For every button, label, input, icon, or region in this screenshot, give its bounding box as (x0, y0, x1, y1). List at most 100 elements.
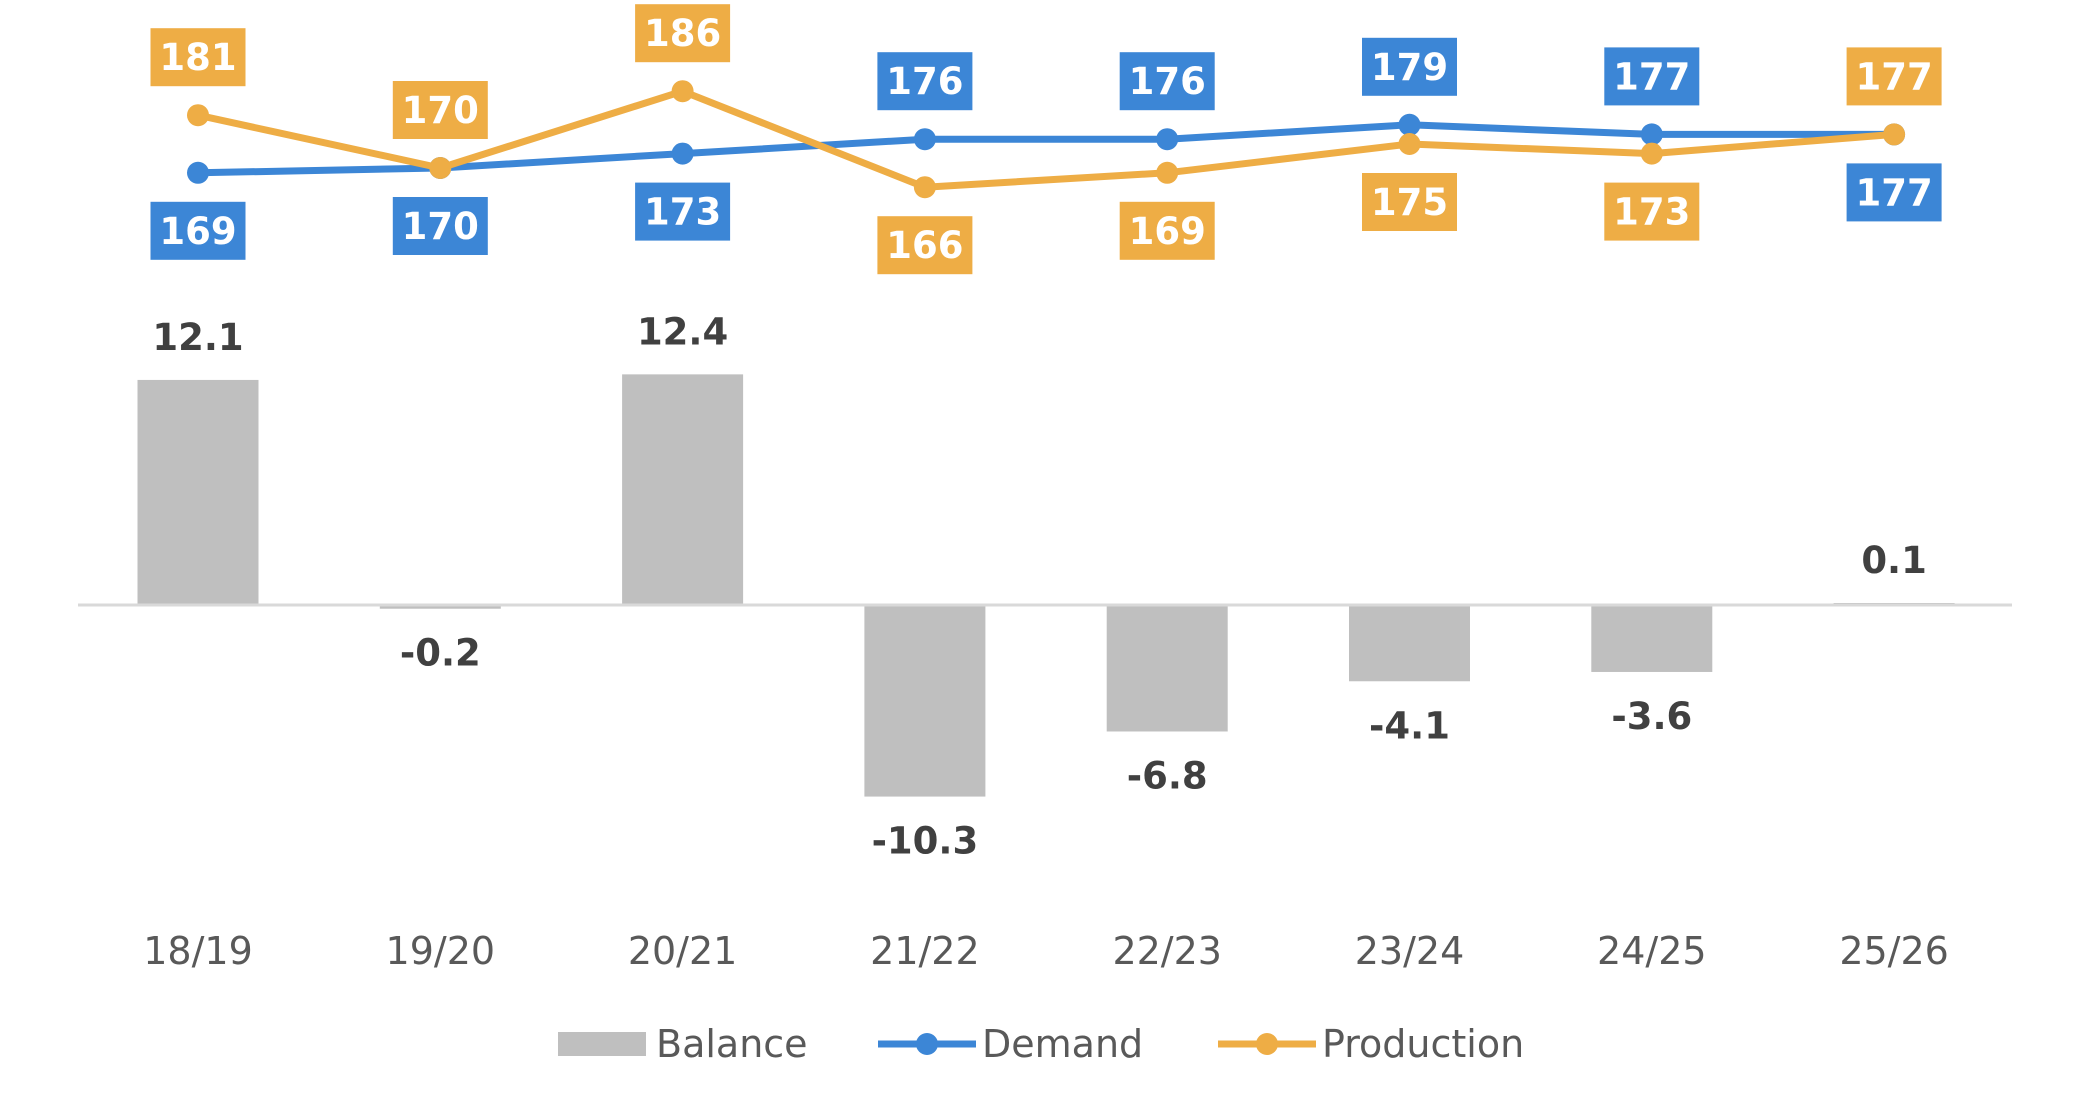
balance-value-label: -4.1 (1369, 704, 1450, 747)
demand-marker (1398, 113, 1421, 136)
balance-value-label: -3.6 (1611, 695, 1692, 738)
demand-label-box (1604, 47, 1700, 106)
demand-label-text: 179 (1371, 46, 1448, 89)
production-label-text: 166 (886, 224, 963, 267)
demand-line (194, 121, 1898, 177)
demand-marker (913, 128, 936, 151)
demand-value-label: 177 (1846, 163, 1942, 222)
production-marker (1156, 161, 1179, 184)
balance-bar-18-19 (137, 379, 259, 605)
balance-data-labels: 12.1 -0.2 12.4 -10.3 -6.8 -4.1 -3.6 0.1 (152, 310, 1927, 862)
demand-value-label: 169 (150, 201, 246, 260)
balance-bar-22-23 (1106, 605, 1228, 732)
demand-label-box (150, 201, 246, 260)
demand-label-text: 177 (1613, 55, 1690, 98)
production-value-label: 186 (635, 4, 731, 63)
line-series (187, 80, 1906, 199)
production-marker (913, 176, 936, 199)
demand-label-text: 169 (159, 210, 236, 253)
production-label-text: 173 (1613, 191, 1690, 234)
legend-label: Balance (656, 1022, 808, 1066)
production-label-box (1362, 173, 1457, 231)
balance-bar-20-21 (622, 374, 744, 605)
demand-value-label: 170 (392, 197, 488, 255)
x-tick-label: 21/22 (870, 929, 980, 973)
production-label-box (150, 28, 246, 87)
production-value-label: 173 (1604, 182, 1700, 241)
balance-value-label: 12.4 (637, 310, 728, 353)
balance-bars (137, 374, 1955, 797)
balance-bar-21-22 (864, 605, 986, 797)
legend: Balance Demand Production (558, 1022, 1524, 1066)
demand-value-label: 173 (635, 182, 731, 241)
production-value-label: 170 (392, 81, 488, 139)
balance-bar-24-25 (1591, 605, 1713, 672)
balance-value-label: 0.1 (1861, 539, 1927, 582)
production-label-text: 186 (644, 12, 721, 55)
production-marker (1640, 142, 1663, 165)
production-value-label: 175 (1362, 173, 1457, 231)
production-marker (429, 157, 452, 179)
demand-label-box (877, 52, 973, 111)
production-value-label: 166 (877, 216, 973, 275)
demand-label-box (1362, 37, 1457, 96)
demand-label-text: 177 (1855, 171, 1932, 214)
production-label-box (1846, 47, 1942, 106)
demand-value-label: 176 (1119, 52, 1215, 111)
production-marker (671, 80, 694, 103)
production-label-box (392, 81, 488, 139)
legend-item-production: Production (1218, 1022, 1524, 1066)
legend-label: Production (1322, 1022, 1524, 1066)
demand-label-box (1846, 163, 1942, 222)
legend-item-balance: Balance (558, 1022, 808, 1066)
production-marker (1398, 133, 1421, 155)
production-label-text: 170 (402, 89, 479, 132)
x-tick-label: 22/23 (1112, 929, 1222, 973)
balance-value-label: -10.3 (872, 820, 979, 863)
legend-swatch (558, 1032, 646, 1056)
balance-bar-19-20 (379, 605, 501, 609)
demand-label-box (392, 197, 488, 255)
demand-label-text: 170 (402, 205, 479, 248)
x-tick-label: 18/19 (143, 929, 253, 973)
production-label-text: 181 (159, 36, 236, 79)
production-label-box (1604, 182, 1700, 241)
x-tick-label: 24/25 (1597, 929, 1707, 973)
legend-item-demand: Demand (878, 1022, 1143, 1066)
production-value-label: 177 (1846, 47, 1942, 106)
demand-marker (671, 142, 694, 165)
demand-value-label: 176 (877, 52, 973, 111)
x-tick-label: 19/20 (386, 929, 496, 973)
demand-label-box (635, 182, 731, 241)
demand-label-text: 176 (886, 60, 963, 103)
x-tick-label: 23/24 (1355, 929, 1465, 973)
legend-label: Demand (982, 1022, 1143, 1066)
production-marker (1883, 123, 1906, 146)
balance-value-label: 12.1 (152, 316, 243, 359)
balance-value-label: -6.8 (1127, 754, 1208, 797)
production-label-text: 169 (1129, 210, 1206, 253)
line-data-labels: 181 169 170 170 186 173 166 176 169 176 175 179 173 1… (150, 4, 1942, 275)
legend-marker (916, 1033, 938, 1055)
demand-marker (1640, 123, 1663, 146)
demand-label-box (1119, 52, 1215, 111)
production-line (194, 87, 1898, 191)
production-label-box (635, 4, 731, 63)
production-series (187, 80, 1906, 199)
production-marker (187, 104, 209, 127)
demand-value-label: 177 (1604, 47, 1700, 106)
production-label-box (877, 216, 973, 275)
demand-label-text: 173 (644, 191, 721, 234)
x-tick-label: 20/21 (628, 929, 738, 973)
production-label-text: 177 (1855, 55, 1932, 98)
balance-value-label: -0.2 (400, 632, 481, 675)
legend-marker (1256, 1033, 1278, 1055)
x-tick-label: 25/26 (1839, 929, 1949, 973)
production-label-box (1119, 201, 1215, 260)
balance-bar-23-24 (1349, 605, 1470, 682)
demand-label-text: 176 (1129, 60, 1206, 103)
production-value-label: 181 (150, 28, 246, 87)
demand-value-label: 179 (1362, 37, 1457, 96)
